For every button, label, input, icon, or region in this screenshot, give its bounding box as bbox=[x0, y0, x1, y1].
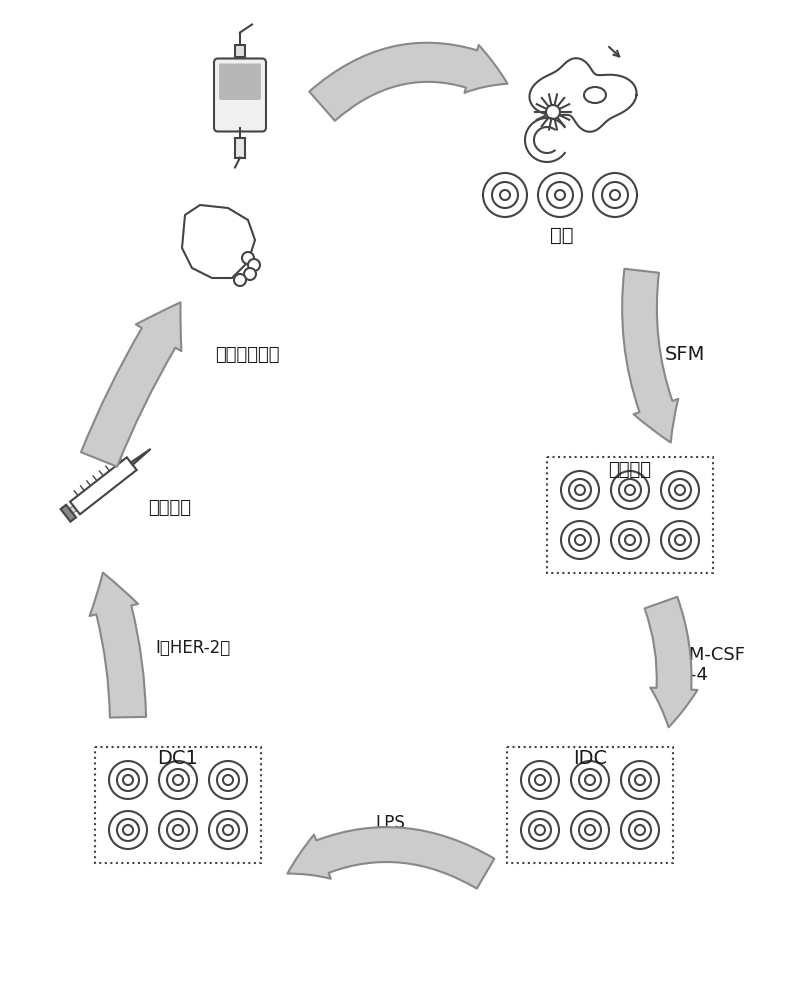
Polygon shape bbox=[61, 505, 76, 522]
Text: LPS: LPS bbox=[375, 814, 405, 832]
Bar bbox=[235, 44, 245, 56]
FancyBboxPatch shape bbox=[214, 58, 266, 131]
Text: IDC: IDC bbox=[573, 748, 607, 768]
FancyArrowPatch shape bbox=[623, 269, 678, 443]
Polygon shape bbox=[131, 449, 150, 465]
FancyArrowPatch shape bbox=[309, 43, 508, 121]
Text: 疫苗接种: 疫苗接种 bbox=[148, 499, 191, 517]
Circle shape bbox=[248, 259, 260, 271]
Text: 白细胞除去法: 白细胞除去法 bbox=[215, 346, 280, 364]
Bar bbox=[547, 457, 713, 573]
Text: I类HER-2肽: I类HER-2肽 bbox=[155, 639, 230, 657]
Circle shape bbox=[546, 105, 560, 119]
Circle shape bbox=[234, 274, 246, 286]
Ellipse shape bbox=[584, 87, 606, 103]
Polygon shape bbox=[69, 466, 128, 513]
Text: IFN-γ: IFN-γ bbox=[368, 830, 411, 848]
FancyArrowPatch shape bbox=[81, 302, 181, 467]
Circle shape bbox=[242, 252, 254, 264]
FancyArrowPatch shape bbox=[89, 573, 146, 718]
Text: GM-CSF
IL-4: GM-CSF IL-4 bbox=[675, 646, 745, 684]
Bar bbox=[235, 137, 245, 157]
Bar bbox=[507, 747, 673, 863]
Text: 洗提: 洗提 bbox=[550, 226, 573, 244]
Text: DC1: DC1 bbox=[158, 748, 199, 768]
FancyBboxPatch shape bbox=[219, 64, 261, 100]
Polygon shape bbox=[70, 457, 137, 514]
Text: II类HER-2肽: II类HER-2肽 bbox=[353, 847, 427, 862]
FancyArrowPatch shape bbox=[287, 827, 494, 889]
Text: SFM: SFM bbox=[665, 346, 706, 364]
Bar bbox=[95, 747, 261, 863]
Circle shape bbox=[244, 268, 256, 280]
Text: 单核细胞: 单核细胞 bbox=[608, 461, 652, 479]
FancyArrowPatch shape bbox=[645, 597, 698, 727]
Polygon shape bbox=[182, 205, 255, 278]
